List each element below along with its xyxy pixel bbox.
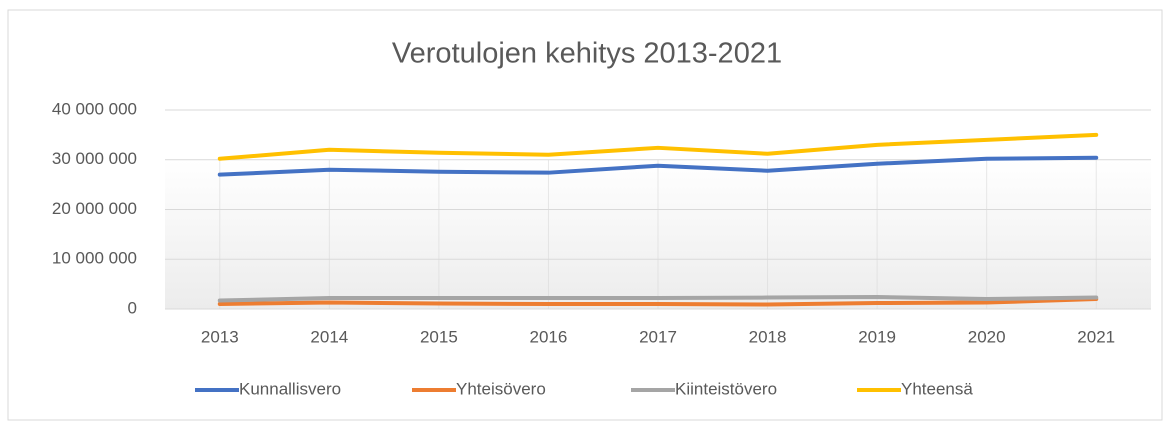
x-tick-label: 2020 — [968, 327, 1006, 346]
x-tick-label: 2019 — [858, 327, 896, 346]
y-tick-label: 30 000 000 — [52, 149, 137, 168]
y-tick-label: 10 000 000 — [52, 249, 137, 268]
series-line — [217, 155, 1099, 177]
legend-label: Kiinteistövero — [675, 379, 777, 398]
x-tick-label: 2018 — [749, 327, 787, 346]
y-tick-label: 20 000 000 — [52, 199, 137, 218]
series-line — [217, 297, 1099, 307]
x-tick-label: 2017 — [639, 327, 677, 346]
legend-label: Yhteensä — [901, 379, 973, 398]
legend-label: Yhteisövero — [456, 379, 546, 398]
series-line — [217, 132, 1099, 161]
legend-label: Kunnallisvero — [239, 379, 341, 398]
y-tick-label: 0 — [128, 298, 137, 317]
y-tick-label: 40 000 000 — [52, 99, 137, 118]
series-line — [217, 295, 1099, 303]
x-tick-label: 2016 — [530, 327, 568, 346]
x-tick-label: 2015 — [420, 327, 458, 346]
x-tick-label: 2014 — [310, 327, 348, 346]
x-tick-label: 2021 — [1077, 327, 1115, 346]
chart-title: Verotulojen kehitys 2013-2021 — [392, 38, 782, 70]
x-tick-label: 2013 — [201, 327, 239, 346]
